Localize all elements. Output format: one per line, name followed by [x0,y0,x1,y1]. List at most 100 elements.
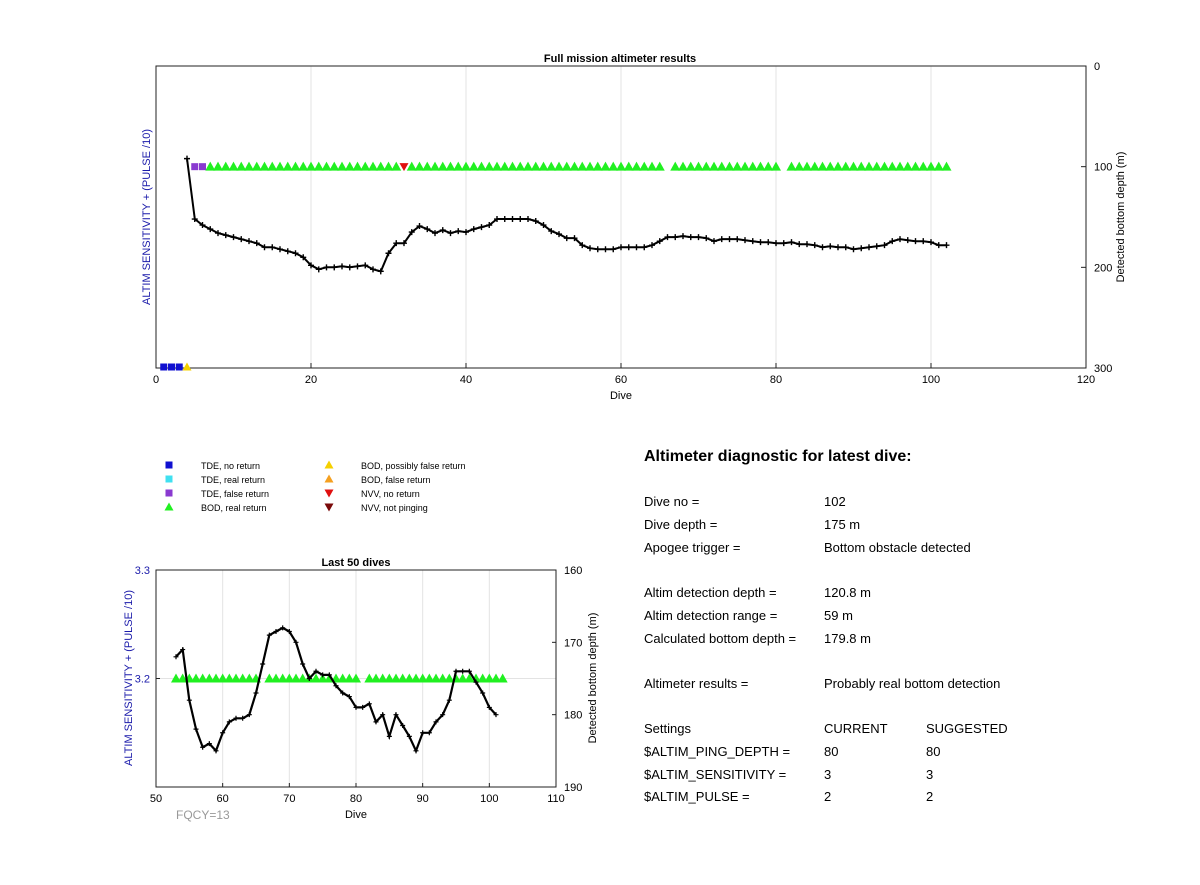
bod-real-return-marker [468,161,479,171]
depth-point [273,628,279,634]
bod-real-return-marker [716,161,727,171]
depth-point [206,741,212,747]
bod-real-return-marker [879,161,890,171]
bod-real-return-marker [497,673,508,683]
depth-point [362,262,369,269]
bod-real-return-marker [313,161,324,171]
depth-point [804,241,810,248]
depth-point [811,242,818,249]
depth-point [246,712,252,718]
bod-real-return-marker [351,673,361,683]
depth-point [446,697,452,703]
depth-point [889,238,896,245]
bod-real-return-marker [213,161,223,171]
depth-point [486,222,493,229]
depth-point [594,246,601,253]
legend-label: BOD, real return [201,503,267,513]
bod-real-return-marker [895,161,905,171]
bod-real-return-marker [297,673,308,683]
results-label: Altimeter results = [644,676,749,691]
bod-real-return-marker [747,161,758,171]
depth-point [385,250,392,257]
bod-real-return-marker [701,161,712,171]
depth-point [313,668,319,674]
bod-real-return-marker [856,161,867,171]
bod-real-return-marker [840,161,851,171]
depth-point [587,245,593,252]
depth-point [625,244,632,251]
apogee-label: Apogee trigger = [644,540,741,555]
depth-point [246,238,252,245]
bottom-x-tick-label: 50 [150,793,162,805]
top-chart-x-ticks: 0 20 40 60 80 100 120 [153,363,1095,386]
depth-point [222,232,229,239]
bod-real-return-marker [244,161,254,171]
depth-point [571,235,578,242]
depth-point [220,730,226,736]
bottom-x-tick-label: 110 [547,793,565,805]
bod-real-return-marker [631,161,642,171]
bod-real-return-marker [271,673,281,683]
bottom-chart-ylabel-left: ALTIM SENSITIVITY + (PULSE /10) [123,590,135,766]
bottom-y-right-tick-label: 190 [564,782,582,794]
legend-marker [165,489,173,497]
bod-real-return-marker [600,161,611,171]
legend-marker [324,474,334,483]
depth-point [360,704,366,710]
depth-point [695,234,702,241]
bottom-y-right-tick-label: 180 [564,710,582,722]
depth-point [556,231,562,238]
depth-point [680,233,686,240]
bod-real-return-marker [197,673,208,683]
bod-real-return-marker [484,161,495,171]
bod-real-return-marker [204,673,215,683]
status-marker [199,163,206,171]
bottom-y-right-tick-label: 160 [564,565,582,577]
depth-point [426,730,432,736]
depth-point [602,246,609,253]
legend-marker [165,475,173,483]
top-x-tick-label: 80 [770,374,782,386]
depth-point [687,234,694,241]
top-chart-title: Full mission altimeter results [544,53,696,65]
bod-real-return-marker [670,161,681,171]
bod-real-return-marker [264,673,275,683]
bod-real-return-marker [364,673,375,683]
bod-real-return-marker [918,161,929,171]
top-chart-other-markers [160,163,409,371]
bod-real-return-marker [499,161,510,171]
bod-real-return-marker [492,161,502,171]
depth-point [260,661,266,667]
depth-point [517,216,524,223]
bottom-chart-x-ticks: 50 60 70 80 90 100 110 [150,783,565,805]
depth-point [300,661,306,667]
status-marker [182,362,192,371]
depth-point [439,227,446,234]
bod-real-return-marker [171,673,181,683]
depth-point [881,242,888,249]
depth-point [494,216,500,223]
depth-point [480,690,486,696]
bod-real-return-marker [422,161,433,171]
bod-real-return-marker [786,161,797,171]
depth-point [463,229,469,236]
depth-point [353,704,359,710]
bod-real-return-marker [344,161,355,171]
bod-real-return-marker [424,673,435,683]
bod-real-return-marker [871,161,882,171]
setting-name: $ALTIM_SENSITIVITY = [644,767,787,782]
bod-real-return-marker [623,161,634,171]
calc-bottom-label: Calculated bottom depth = [644,631,797,646]
bod-real-return-marker [833,161,843,171]
bod-real-return-marker [267,161,278,171]
bod-real-return-marker [414,161,425,171]
top-chart-grid [310,66,932,368]
setting-suggested: 80 [926,744,941,759]
depth-point [193,726,199,732]
depth-point [386,733,392,739]
bod-real-return-marker [306,161,316,171]
bod-real-return-marker [507,161,518,171]
setting-name: $ALTIM_PULSE = [644,789,750,804]
altim-det-depth-value: 120.8 m [824,585,871,600]
